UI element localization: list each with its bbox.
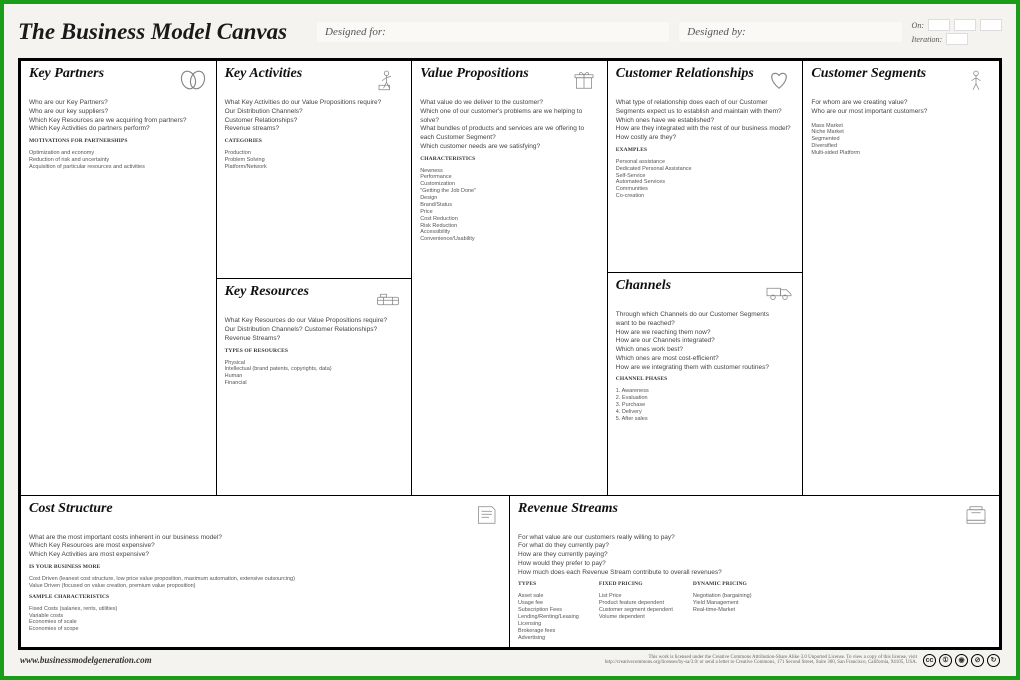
cell-sub2: Fixed Costs (salaries, rents, utilities)… — [29, 606, 501, 634]
cell-sub: Cost Driven (leanest cost structure, low… — [29, 576, 501, 590]
page: The Business Model Canvas Designed for: … — [4, 4, 1016, 676]
resources-icon — [373, 285, 403, 311]
cc-badge: ◉ — [955, 654, 968, 667]
cell-sub: Asset saleUsage feeSubscription FeesLend… — [518, 593, 579, 641]
cell-subhead: TYPES — [518, 581, 579, 587]
cell-sub3: Negotiation (bargaining)Yield Management… — [693, 593, 752, 614]
cell-subhead: TYPES OF RESOURCES — [225, 348, 404, 354]
cell-sub: 1. Awareness2. Evaluation3. Purchase4. D… — [616, 388, 795, 422]
cell-title: Key Partners — [29, 67, 104, 82]
link-icon — [178, 67, 208, 93]
col-customer-segments: Customer Segments For whom are we creati… — [803, 61, 999, 495]
cell-subhead: MOTIVATIONS FOR PARTNERSHIPS — [29, 138, 208, 144]
cell-prompt: Who are our Key Partners?Who are our key… — [29, 99, 208, 134]
cell-sub2: List PriceProduct feature dependentCusto… — [599, 593, 673, 621]
license-text: This work is licensed under the Creative… — [577, 655, 917, 666]
designed-for-field[interactable]: Designed for: — [317, 22, 669, 42]
cell-subhead: IS YOUR BUSINESS MORE — [29, 564, 501, 570]
date-day-box[interactable] — [928, 19, 950, 31]
cell-subhead2: FIXED PRICING — [599, 581, 673, 587]
footer: www.businessmodelgeneration.com This wor… — [18, 650, 1002, 670]
col-relationships-channels: Customer Relationships What type of rela… — [608, 61, 804, 495]
page-title: The Business Model Canvas — [18, 19, 287, 45]
cell-key-resources[interactable]: Key Resources What Key Resources do our … — [217, 279, 412, 494]
person-icon — [961, 67, 991, 93]
cc-badge: ① — [939, 654, 952, 667]
designed-by-field[interactable]: Designed by: — [679, 22, 901, 42]
bottom-row: Cost Structure What are the most importa… — [21, 495, 999, 647]
cc-badge: ⊘ — [971, 654, 984, 667]
receipt-icon — [471, 502, 501, 528]
cell-prompt: What Key Activities do our Value Proposi… — [225, 99, 404, 134]
cell-value-propositions[interactable]: Value Propositions What value do we deli… — [412, 61, 607, 495]
cell-subhead: CHANNEL PHASES — [616, 376, 795, 382]
cash-icon — [961, 502, 991, 528]
canvas: Key Partners Who are our Key Partners?Wh… — [18, 58, 1002, 650]
header: The Business Model Canvas Designed for: … — [18, 12, 1002, 52]
cell-revenue-streams[interactable]: Revenue Streams For what value are our c… — [510, 496, 999, 647]
heart-icon — [764, 67, 794, 93]
cell-customer-relationships[interactable]: Customer Relationships What type of rela… — [608, 61, 803, 273]
date-year-box[interactable] — [980, 19, 1002, 31]
cell-title: Customer Segments — [811, 67, 926, 82]
cell-subhead: CHARACTERISTICS — [420, 156, 599, 162]
cell-sub: PhysicalIntellectual (brand patents, cop… — [225, 360, 404, 388]
cell-channels[interactable]: Channels Through which Channels do our C… — [608, 273, 803, 495]
on-label: On: — [912, 21, 924, 30]
cc-badge: cc — [923, 654, 936, 667]
cell-title: Key Resources — [225, 285, 309, 300]
cc-icons: cc ① ◉ ⊘ ↻ — [923, 654, 1000, 667]
cell-title: Customer Relationships — [616, 67, 754, 82]
cell-prompt: Through which Channels do our Customer S… — [616, 311, 795, 372]
cell-prompt: For what value are our customers really … — [518, 534, 991, 578]
footer-url[interactable]: www.businessmodelgeneration.com — [20, 655, 152, 665]
cell-customer-segments[interactable]: Customer Segments For whom are we creati… — [803, 61, 999, 495]
iteration-box[interactable] — [946, 33, 968, 45]
date-month-box[interactable] — [954, 19, 976, 31]
cell-title: Value Propositions — [420, 67, 529, 82]
cell-subhead3: DYNAMIC PRICING — [693, 581, 752, 587]
cell-sub: Personal assistanceDedicated Personal As… — [616, 159, 795, 200]
gift-icon — [569, 67, 599, 93]
cell-title: Cost Structure — [29, 502, 113, 517]
col-activities-resources: Key Activities What Key Activities do ou… — [217, 61, 413, 495]
cell-prompt: What type of relationship does each of o… — [616, 99, 795, 143]
activity-icon — [373, 67, 403, 93]
cell-title: Revenue Streams — [518, 502, 618, 517]
cell-sub: Mass MarketNiche MarketSegmentedDiversif… — [811, 123, 991, 157]
cell-prompt: What are the most important costs inhere… — [29, 534, 501, 560]
cell-sub: Optimization and economyReduction of ris… — [29, 150, 208, 171]
cc-badge: ↻ — [987, 654, 1000, 667]
cell-cost-structure[interactable]: Cost Structure What are the most importa… — [21, 496, 510, 647]
cell-prompt: What Key Resources do our Value Proposit… — [225, 317, 404, 343]
header-meta: On: Iteration: — [912, 19, 1002, 45]
cell-key-partners[interactable]: Key Partners Who are our Key Partners?Wh… — [21, 61, 216, 495]
cell-title: Channels — [616, 279, 671, 294]
cell-subhead: CATEGORIES — [225, 138, 404, 144]
cell-sub: NewnessPerformanceCustomization"Getting … — [420, 168, 599, 244]
top-row: Key Partners Who are our Key Partners?Wh… — [21, 61, 999, 495]
col-key-partners: Key Partners Who are our Key Partners?Wh… — [21, 61, 217, 495]
cell-subhead2: SAMPLE CHARACTERISTICS — [29, 594, 501, 600]
iteration-label: Iteration: — [912, 35, 943, 44]
cell-title: Key Activities — [225, 67, 303, 82]
truck-icon — [764, 279, 794, 305]
col-value-propositions: Value Propositions What value do we deli… — [412, 61, 608, 495]
cell-prompt: For whom are we creating value?Who are o… — [811, 99, 991, 117]
cell-key-activities[interactable]: Key Activities What Key Activities do ou… — [217, 61, 412, 279]
cell-subhead: EXAMPLES — [616, 147, 795, 153]
cell-sub: ProductionProblem SolvingPlatform/Networ… — [225, 150, 404, 171]
cell-prompt: What value do we deliver to the customer… — [420, 99, 599, 152]
